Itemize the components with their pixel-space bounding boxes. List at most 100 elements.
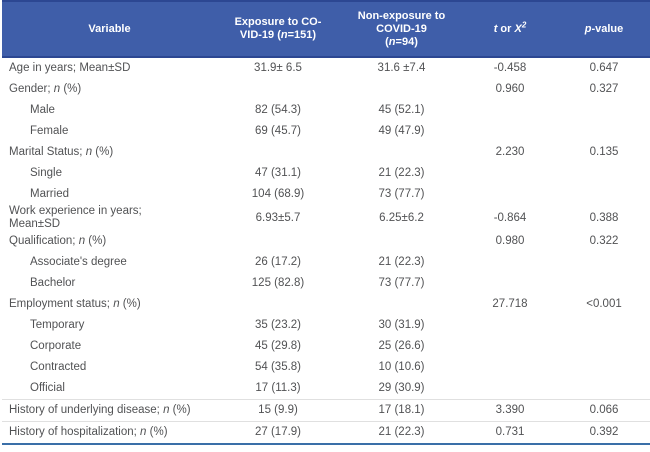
variable-label: Age in years; Mean±SD — [9, 62, 131, 74]
exposure-value: 47 (31.1) — [254, 167, 302, 179]
exposure-value — [217, 231, 339, 252]
non-exposure-value — [339, 142, 464, 163]
p-value-cell: 0.327 — [589, 83, 619, 95]
t-or-chi-value — [464, 184, 556, 205]
t-or-chi-value: 0.960 — [495, 83, 525, 95]
p-value-cell — [556, 315, 650, 336]
variable-label: Gender; n (%) — [9, 83, 82, 95]
t-or-chi-value: 0.731 — [464, 421, 556, 445]
variable-label: Official — [30, 382, 65, 394]
table-row: Qualification; n (%) 0.980 0.322 — [2, 231, 650, 252]
non-exposure-value — [339, 79, 464, 100]
exposure-value — [217, 79, 339, 100]
table-row: Age in years; Mean±SD 31.9± 6.5 31.6 ±7.4 -… — [2, 57, 650, 79]
t-or-chi-value — [464, 336, 556, 357]
variable-label: Contracted — [30, 361, 87, 373]
t-or-chi-value — [464, 100, 556, 121]
table-row: History of hospitalization; n (%) 27 (17.… — [2, 421, 650, 445]
p-value-cell — [556, 100, 650, 121]
variable-label: Temporary — [30, 319, 85, 331]
p-value-cell: 0.066 — [556, 399, 650, 422]
table-row: Married 104 (68.9) 73 (77.7) — [2, 184, 650, 205]
table-row: Employment status; n (%) 27.718 <0.001 — [2, 294, 650, 315]
non-exposure-value: 73 (77.7) — [378, 277, 425, 289]
header-row: Variable Exposure to CO- VID-19 (n=151) No… — [2, 0, 650, 58]
variable-label: Female — [30, 125, 69, 137]
exposure-value: 125 (82.8) — [251, 277, 305, 289]
p-value-cell — [556, 273, 650, 294]
p-value-cell: 0.135 — [589, 146, 619, 158]
table-row: Male 82 (54.3) 45 (52.1) — [2, 100, 650, 121]
non-exposure-value: 6.25±6.2 — [379, 211, 424, 224]
exposure-value: 69 (45.7) — [254, 125, 302, 137]
non-exposure-value: 10 (10.6) — [378, 361, 425, 373]
non-exposure-value: 29 (30.9) — [378, 382, 425, 394]
t-or-chi-value — [464, 357, 556, 378]
non-exposure-value: 17 (18.1) — [339, 399, 464, 422]
exposure-value — [217, 294, 339, 315]
column-header-p-value: p-value — [556, 0, 650, 58]
non-exposure-value — [339, 231, 464, 252]
exposure-value: 27 (17.9) — [217, 421, 339, 445]
p-value-cell — [556, 121, 650, 142]
table-row: Associate's degree 26 (17.2) 21 (22.3) — [2, 252, 650, 273]
non-exposure-value: 25 (26.6) — [378, 340, 425, 352]
column-header-t-or-chi-square: t or X2 — [464, 0, 556, 58]
column-header-variable: Variable — [2, 0, 217, 58]
variable-label: Associate's degree — [30, 256, 127, 268]
p-value-cell — [556, 184, 650, 205]
t-or-chi-value — [464, 252, 556, 273]
exposure-value: 17 (11.3) — [255, 382, 301, 394]
non-exposure-value: 31.6 ±7.4 — [377, 62, 426, 74]
variable-label: Bachelor — [30, 277, 76, 289]
exposure-value: 45 (29.8) — [254, 340, 302, 352]
column-header-exposure: Exposure to CO- VID-19 (n=151) — [217, 0, 339, 58]
t-or-chi-value: 2.230 — [495, 146, 525, 158]
t-or-chi-value — [464, 121, 556, 142]
variable-label: Qualification; n (%) — [9, 235, 107, 247]
non-exposure-value: 73 (77.7) — [378, 188, 425, 200]
exposure-value: 26 (17.2) — [254, 256, 302, 268]
exposure-value: 15 (9.9) — [217, 399, 339, 422]
p-value-cell — [556, 378, 650, 400]
t-or-chi-value: 0.980 — [495, 235, 525, 247]
exposure-value: 104 (68.9) — [251, 188, 305, 200]
variable-label: Married — [30, 188, 69, 200]
t-or-chi-value: -0.458 — [493, 62, 527, 74]
p-value-cell: 0.647 — [589, 62, 619, 74]
variable-label: History of underlying disease; n (%) — [2, 399, 217, 422]
p-value-cell: 0.322 — [589, 235, 619, 247]
t-or-chi-value — [464, 315, 556, 336]
exposure-value: 35 (23.2) — [254, 319, 302, 331]
table-row: Corporate 45 (29.8) 25 (26.6) — [2, 336, 650, 357]
t-or-chi-value — [464, 378, 556, 400]
table-row: Single 47 (31.1) 21 (22.3) — [2, 163, 650, 184]
table-row: Temporary 35 (23.2) 30 (31.9) — [2, 315, 650, 336]
exposure-value: 31.9± 6.5 — [254, 62, 302, 74]
p-value-cell — [556, 336, 650, 357]
variable-label: Male — [30, 104, 55, 116]
variable-label: Single — [30, 167, 62, 179]
non-exposure-value — [339, 294, 464, 315]
non-exposure-value: 21 (22.3) — [378, 256, 425, 268]
t-or-chi-value: 3.390 — [464, 399, 556, 422]
variable-label: History of hospitalization; n (%) — [2, 421, 217, 445]
exposure-value: 82 (54.3) — [254, 104, 302, 116]
p-value-cell — [556, 163, 650, 184]
table-row: Female 69 (45.7) 49 (47.9) — [2, 121, 650, 142]
p-value-cell: 0.388 — [589, 211, 619, 224]
exposure-value: 54 (35.8) — [254, 361, 302, 373]
t-or-chi-value: 27.718 — [492, 298, 528, 310]
variable-label: Employment status; n (%) — [9, 298, 141, 310]
table-row: Gender; n (%) 0.960 0.327 — [2, 79, 650, 100]
table-row: Official 17 (11.3) 29 (30.9) — [2, 378, 650, 400]
p-value-cell — [556, 252, 650, 273]
table-header: Variable Exposure to CO- VID-19 (n=151) No… — [2, 0, 650, 58]
table-body: Age in years; Mean±SD 31.9± 6.5 31.6 ±7.4 -… — [2, 57, 650, 445]
p-value-cell: <0.001 — [586, 298, 622, 310]
table-row: Marital Status; n (%) 2.230 0.135 — [2, 142, 650, 163]
t-or-chi-value — [464, 163, 556, 184]
p-value-cell — [556, 357, 650, 378]
